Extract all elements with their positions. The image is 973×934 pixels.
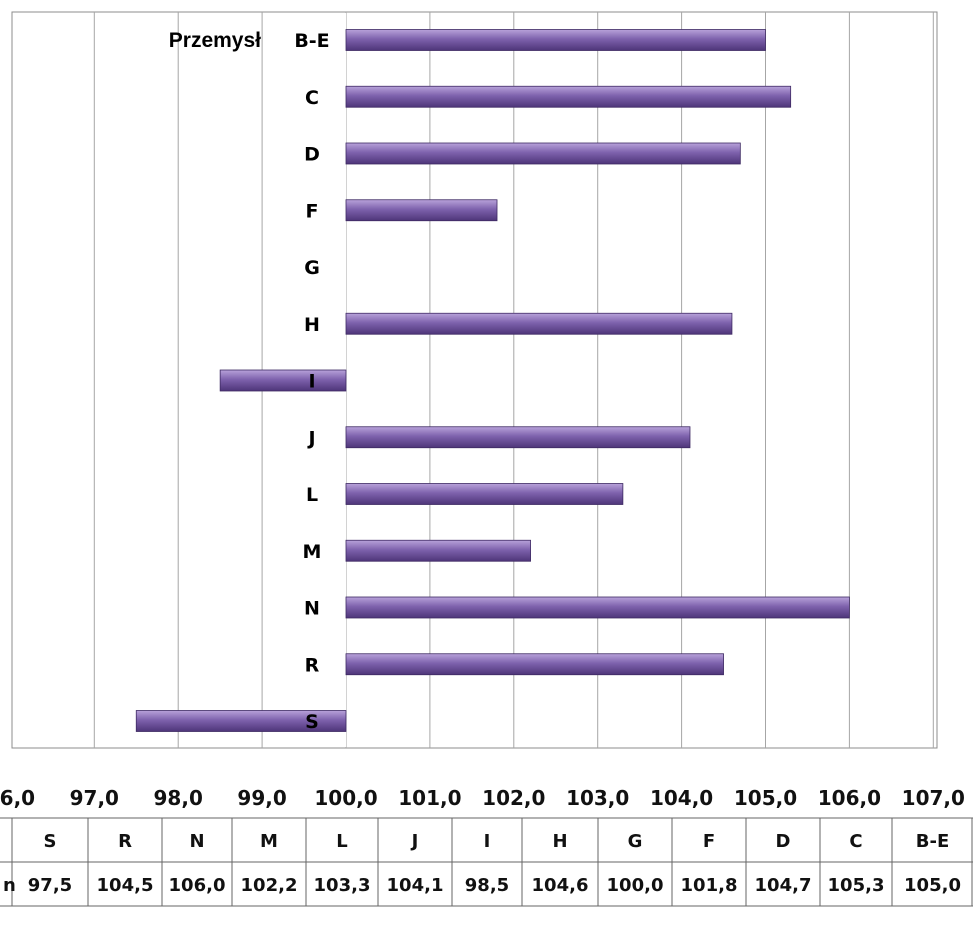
category-label: L (306, 484, 318, 506)
table-header-cell: S (44, 831, 57, 852)
category-label: C (305, 87, 319, 109)
category-label: H (304, 314, 320, 336)
x-tick-label: 106,0 (818, 786, 881, 810)
category-label: S (305, 711, 319, 733)
table-header-cell: D (776, 831, 791, 852)
x-tick-label: 97,0 (70, 786, 119, 810)
bars (135, 29, 850, 732)
table-value-cell: 98,5 (465, 875, 509, 896)
table-value-cell: 100,0 (607, 875, 664, 896)
table-header-cell: J (410, 831, 419, 852)
table-value-cell: 104,7 (755, 875, 812, 896)
bar (345, 539, 531, 562)
category-label: F (306, 200, 319, 222)
plot-area (11, 11, 938, 749)
bar (345, 85, 792, 108)
table-row-label: n (3, 875, 16, 896)
x-tick-label: 103,0 (566, 786, 629, 810)
bar (345, 29, 766, 51)
table-header-cell: R (118, 831, 132, 852)
category-label: R (305, 654, 320, 676)
x-tick-label: 107,0 (902, 786, 965, 810)
bar (345, 312, 733, 335)
table-value-cell: 105,3 (828, 875, 885, 896)
table-header-cell: B-E (916, 831, 950, 852)
category-label: G (304, 257, 320, 279)
category-label: J (306, 427, 315, 449)
chart-title: Przemysł (169, 29, 261, 52)
category-label: M (303, 541, 322, 563)
table-value-cell: 104,6 (532, 875, 589, 896)
x-tick-label: 99,0 (237, 786, 286, 810)
bar (345, 483, 624, 505)
table-value-cell: 101,8 (681, 875, 738, 896)
bar (345, 426, 691, 449)
bar (345, 199, 498, 222)
x-tick-label: 96,0 (0, 786, 35, 810)
x-axis-tick-labels: 96,0 97,0 98,0 99,0 100,0 101,0 102,0 103,0 104,… (0, 786, 965, 810)
table-header-cell: H (552, 831, 567, 852)
gridlines (93, 12, 934, 748)
table-header-cell: L (336, 831, 347, 852)
table-value-cell: 106,0 (169, 875, 226, 896)
table-value-cell: 104,5 (97, 875, 154, 896)
category-label: N (304, 598, 320, 620)
table-value-cell: 105,0 (904, 875, 961, 896)
category-label: B-E (294, 30, 329, 52)
table-header-cell: N (189, 831, 204, 852)
x-tick-label: 105,0 (734, 786, 797, 810)
table-value-cell: 97,5 (28, 875, 72, 896)
x-tick-label: 101,0 (398, 786, 461, 810)
x-tick-label: 98,0 (154, 786, 203, 810)
category-labels: B-E C D F G H I J L M N R S (294, 30, 329, 733)
table-value-cell: 103,3 (314, 875, 371, 896)
table-header-cell: F (703, 831, 715, 852)
bar (345, 142, 741, 165)
table-header-cell: M (260, 831, 278, 852)
x-tick-label: 100,0 (314, 786, 377, 810)
data-table: n S 97,5 R 104,5 N 106,0 M 102,2 L 103,3 J 104,1 I 98,… (0, 817, 973, 907)
table-value-cell: 102,2 (241, 875, 298, 896)
table-header-cell: G (628, 831, 643, 852)
table-value-cell: 104,1 (387, 875, 444, 896)
bar (135, 710, 347, 732)
x-tick-label: 102,0 (482, 786, 545, 810)
bar (345, 653, 724, 676)
table-header-cell: C (849, 831, 862, 852)
bar (345, 596, 850, 619)
bar (219, 369, 347, 392)
category-label: D (304, 144, 320, 166)
category-label: I (308, 371, 315, 393)
table-header-cell: I (484, 831, 491, 852)
x-tick-label: 104,0 (650, 786, 713, 810)
